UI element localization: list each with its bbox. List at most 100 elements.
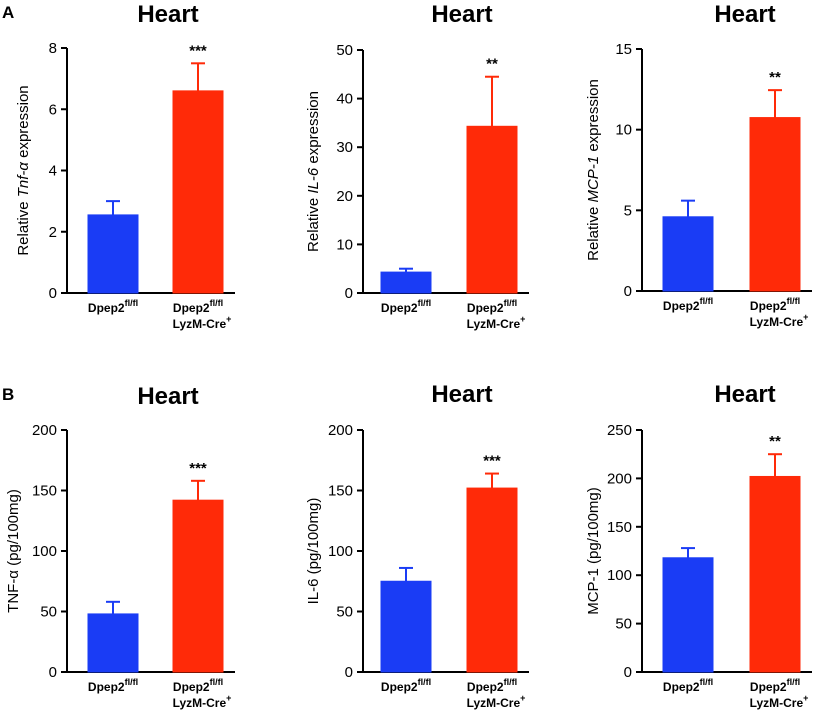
chart2-tick-label: 20 <box>336 188 353 205</box>
chart3-y-label-part: MCP-1 <box>585 156 602 203</box>
chart6-category-base: Dpep2 <box>750 680 787 694</box>
chart3-category-line2-sup: + <box>803 312 808 322</box>
chart4-tick-label: 100 <box>32 543 57 560</box>
chart5-y-label-part: IL-6 (pg/100mg) <box>305 498 322 605</box>
chart1-tick-label: 4 <box>49 163 57 180</box>
chart2-tick-label: 50 <box>336 42 353 59</box>
chart4-category-label-2: Dpep2fl/fl <box>173 677 223 694</box>
chart1-category-label-2: Dpep2fl/fl <box>173 298 223 315</box>
chart5-y-label: IL-6 (pg/100mg) <box>305 498 322 605</box>
chart4-y-label-part: TNF-α (pg/100mg) <box>5 489 22 613</box>
chart6-tick-label: 0 <box>624 664 632 681</box>
panel-label-a: A <box>2 3 14 22</box>
chart6-tick-label: 150 <box>607 519 632 536</box>
chart1-y-label-part: Relative <box>15 197 32 255</box>
chart3-y-label-part: expression <box>585 79 602 156</box>
chart5-tick-label: 150 <box>328 483 353 500</box>
chart4-category-base: Dpep2 <box>173 680 210 694</box>
chart5-category-sup: fl/fl <box>504 677 518 687</box>
chart3-title: Heart <box>714 1 775 28</box>
chart1-category-label-1: Dpep2fl/fl <box>88 298 138 315</box>
chart4-tick-label: 0 <box>49 664 57 681</box>
chart2-category-line2-2: LyzM-Cre+ <box>467 314 526 331</box>
chart6-category-line2-sup: + <box>803 693 808 703</box>
chart2-category-sup: fl/fl <box>418 298 432 308</box>
chart6-tick-label: 50 <box>615 616 632 633</box>
chart1-category-sup: fl/fl <box>210 298 224 308</box>
chart5-category-line2-sup: + <box>520 693 525 703</box>
chart5-category-sup: fl/fl <box>418 677 432 687</box>
chart5-tick-label: 0 <box>345 664 353 681</box>
chart4-category-line2-2: LyzM-Cre+ <box>173 693 232 710</box>
chart2-category-sup: fl/fl <box>504 298 518 308</box>
chart5-bar-1 <box>380 580 432 673</box>
chart4-title: Heart <box>137 383 198 410</box>
chart3-category-sup: fl/fl <box>700 296 714 306</box>
chart2-y-label-part: expression <box>305 91 322 168</box>
chart1-category-line2-base: LyzM-Cre <box>173 317 227 331</box>
chart4-y-label: TNF-α (pg/100mg) <box>5 489 22 613</box>
chart6-category-line2-base: LyzM-Cre <box>750 696 804 710</box>
chart2-category-line2-base: LyzM-Cre <box>467 317 521 331</box>
chart1-title: Heart <box>137 1 198 28</box>
chart2-category-label-1: Dpep2fl/fl <box>381 298 431 315</box>
panel-label-b: B <box>2 385 14 404</box>
chart6-category-sup: fl/fl <box>700 677 714 687</box>
chart1-category-base: Dpep2 <box>88 301 125 315</box>
chart2-bar-1 <box>380 271 432 294</box>
chart2-category-base: Dpep2 <box>381 301 418 315</box>
chart1-category-sup: fl/fl <box>125 298 139 308</box>
chart6-category-sup: fl/fl <box>787 677 801 687</box>
chart2-significance: ** <box>486 56 498 73</box>
chart5-category-line2-base: LyzM-Cre <box>467 696 521 710</box>
chart4-category-base: Dpep2 <box>88 680 125 694</box>
chart4-bar-1 <box>87 613 139 673</box>
chart1-tick-label: 8 <box>49 40 57 57</box>
chart3-category-line2-2: LyzM-Cre+ <box>750 312 809 329</box>
chart1-y-label-part: expression <box>15 85 32 162</box>
chart5-category-label-1: Dpep2fl/fl <box>381 677 431 694</box>
chart2-bar-2 <box>466 125 518 294</box>
chart4-bar-2 <box>172 499 224 673</box>
chart5-tick-label: 100 <box>328 543 353 560</box>
chart6-tick-label: 200 <box>607 470 632 487</box>
chart6-tick-label: 100 <box>607 567 632 584</box>
chart3-category-line2-base: LyzM-Cre <box>750 315 804 329</box>
chart2-category-base: Dpep2 <box>467 301 504 315</box>
chart3-category-label-1: Dpep2fl/fl <box>663 296 713 313</box>
chart3-tick-label: 15 <box>615 41 632 58</box>
chart3-tick-label: 10 <box>615 122 632 139</box>
chart2-tick-label: 30 <box>336 139 353 156</box>
chart2-category-line2-sup: + <box>520 314 525 324</box>
chart1-y-label: Relative Tnf-α expression <box>15 85 32 255</box>
chart4-tick-label: 150 <box>32 483 57 500</box>
chart2-title: Heart <box>431 1 492 28</box>
chart3-category-label-2: Dpep2fl/fl <box>750 296 800 313</box>
chart4-category-sup: fl/fl <box>125 677 139 687</box>
chart6-category-line2-2: LyzM-Cre+ <box>750 693 809 710</box>
chart-b3: Heart 0 50 100 150 200 250 MCP-1 (pg/100mg) Dpep… <box>585 381 812 710</box>
chart2-y-label-part: Relative <box>305 194 322 252</box>
chart5-category-base: Dpep2 <box>467 680 504 694</box>
chart6-significance: ** <box>769 433 781 450</box>
chart4-category-line2-sup: + <box>226 693 231 703</box>
chart3-category-base: Dpep2 <box>750 299 787 313</box>
chart5-category-line2-2: LyzM-Cre+ <box>467 693 526 710</box>
chart2-tick-label: 10 <box>336 236 353 253</box>
chart1-bar-1 <box>87 214 139 294</box>
chart5-bar-2 <box>466 487 518 673</box>
chart1-category-line2-sup: + <box>226 314 231 324</box>
chart4-significance: *** <box>189 460 207 477</box>
chart6-tick-label: 250 <box>607 422 632 439</box>
chart3-y-label-part: Relative <box>585 203 602 261</box>
chart2-tick-label: 0 <box>345 285 353 302</box>
chart2-category-label-2: Dpep2fl/fl <box>467 298 517 315</box>
chart1-tick-label: 2 <box>49 224 57 241</box>
chart6-y-label: MCP-1 (pg/100mg) <box>585 487 602 615</box>
chart6-category-base: Dpep2 <box>663 680 700 694</box>
chart5-category-label-2: Dpep2fl/fl <box>467 677 517 694</box>
chart1-tick-label: 0 <box>49 285 57 302</box>
chart1-y-label-part: Tnf-α <box>15 162 32 198</box>
